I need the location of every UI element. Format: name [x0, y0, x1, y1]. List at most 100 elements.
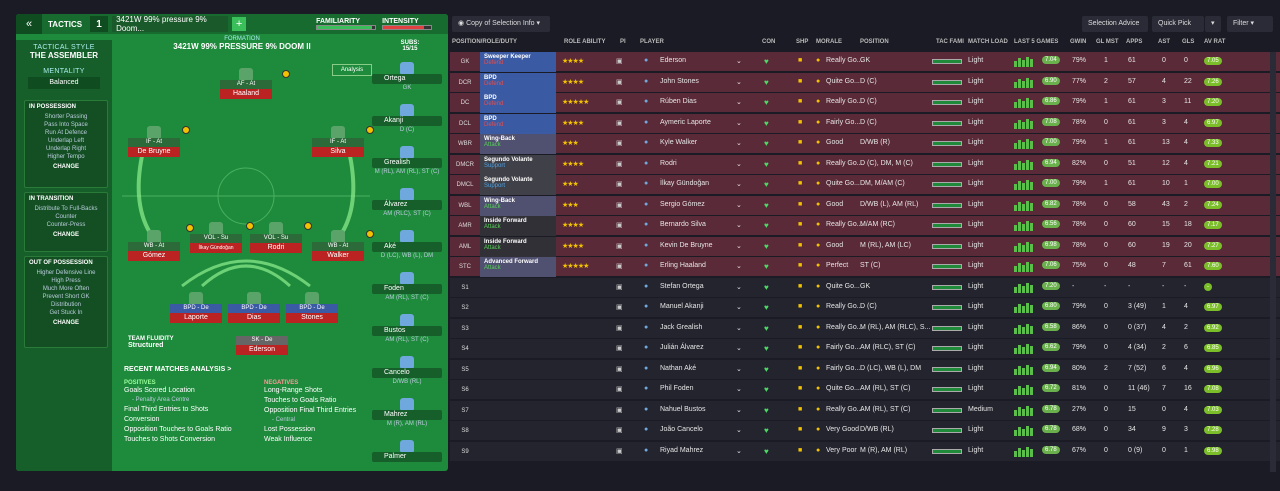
- chevron-down-icon[interactable]: ⌄: [736, 345, 742, 352]
- instruction-icon[interactable]: [366, 230, 374, 238]
- col-morale[interactable]: MORALE: [816, 39, 842, 45]
- instruction-icon[interactable]: [246, 222, 254, 230]
- chevron-down-icon[interactable]: ⌄: [736, 386, 742, 393]
- chevron-down-icon[interactable]: ⌄: [736, 242, 742, 250]
- pitch-player-gundogan[interactable]: VOL - Su İlkay Gündoğan: [190, 222, 242, 253]
- player-name[interactable]: Aymeric Laporte: [660, 118, 711, 126]
- change-button[interactable]: CHANGE: [52, 164, 79, 170]
- instruction-icon[interactable]: [366, 126, 374, 134]
- col-position-role[interactable]: POSITION/ROLE/DUTY: [452, 39, 518, 45]
- pitch-player-haaland[interactable]: AF - At Haaland: [220, 68, 272, 99]
- sub-player[interactable]: Bustos AM (RL), ST (C): [372, 314, 442, 343]
- player-name[interactable]: Ederson: [660, 57, 687, 64]
- player-name[interactable]: Jack Grealish: [660, 323, 703, 331]
- back-button[interactable]: «: [16, 14, 42, 34]
- pitch-player-debruyne[interactable]: IF - At De Bruyne: [128, 126, 180, 157]
- player-name[interactable]: Manuel Akanji: [660, 303, 704, 310]
- player-name[interactable]: Riyad Mahrez: [660, 446, 704, 454]
- role-select[interactable]: Segundo Volante Support: [480, 175, 556, 195]
- sub-player[interactable]: Álvarez AM (RLC), ST (C): [372, 188, 442, 217]
- chevron-down-icon[interactable]: ⌄: [736, 427, 742, 434]
- pi-icon[interactable]: ▣: [616, 447, 623, 455]
- pi-icon[interactable]: ▣: [616, 201, 623, 209]
- table-row[interactable]: S6 ▣ ● Phil Foden ⌄ ♥ ■ ● Quite Go... AM (RL), ST…: [450, 380, 1280, 400]
- quick-pick-menu[interactable]: ▾: [1205, 16, 1221, 32]
- role-select[interactable]: BPD Defend: [480, 113, 556, 134]
- table-row[interactable]: DCL BPD Defend ★★★★ ▣ ● Aymeric Laporte ⌄ ♥ ■ ● Fai…: [450, 113, 1280, 134]
- pi-icon[interactable]: ▣: [616, 160, 623, 168]
- player-name[interactable]: Nahuel Bustos: [660, 405, 706, 413]
- pi-icon[interactable]: ▣: [616, 263, 623, 270]
- table-row[interactable]: DCR BPD Defend ★★★★ ▣ ● John Stones ⌄ ♥ ■ ● Quite G…: [450, 72, 1280, 93]
- selection-advice-button[interactable]: Selection Advice: [1082, 16, 1148, 32]
- sub-player[interactable]: Grealish M (RL), AM (RL), ST (C): [372, 146, 442, 175]
- change-button[interactable]: CHANGE: [52, 320, 79, 326]
- table-scrollbar[interactable]: [1270, 52, 1276, 472]
- chevron-down-icon[interactable]: ⌄: [736, 447, 742, 455]
- sub-player[interactable]: Mahrez M (R), AM (RL): [372, 398, 442, 427]
- pi-icon[interactable]: ▣: [616, 140, 623, 147]
- tactic-slot[interactable]: 1: [90, 16, 109, 32]
- player-name[interactable]: Stefan Ortega: [660, 282, 704, 290]
- chevron-down-icon[interactable]: ⌄: [736, 263, 742, 270]
- role-select[interactable]: Advanced Forward Attack: [480, 257, 556, 277]
- pitch-player-dias[interactable]: BPD - De Dias: [228, 292, 280, 323]
- player-name[interactable]: Kevin De Bruyne: [660, 241, 713, 249]
- col-av-rat[interactable]: AV RAT: [1204, 39, 1226, 45]
- col-player[interactable]: PLAYER: [640, 39, 664, 45]
- role-select[interactable]: Inside Forward Attack: [480, 236, 556, 257]
- pi-icon[interactable]: ▣: [616, 324, 623, 332]
- table-row[interactable]: AMR Inside Forward Attack ★★★★ ▣ ● Bernardo Si…: [450, 216, 1280, 236]
- player-name[interactable]: Kyle Walker: [660, 139, 698, 146]
- col-ast[interactable]: AST: [1158, 39, 1170, 45]
- sub-player[interactable]: Cancelo D/WB (RL): [372, 356, 442, 385]
- col-glmst[interactable]: GL MST: [1096, 39, 1119, 45]
- role-select[interactable]: Wing-Back Attack: [480, 134, 556, 154]
- player-name[interactable]: Sergio Gómez: [660, 200, 705, 208]
- player-name[interactable]: John Stones: [660, 77, 699, 85]
- chevron-down-icon[interactable]: ⌄: [736, 58, 742, 65]
- change-button[interactable]: CHANGE: [52, 232, 79, 238]
- pi-icon[interactable]: ▣: [616, 58, 623, 65]
- pi-icon[interactable]: ▣: [616, 365, 623, 373]
- pi-icon[interactable]: ▣: [616, 304, 623, 311]
- role-select[interactable]: Segundo Volante Support: [480, 154, 556, 175]
- col-gwin[interactable]: GWIN: [1070, 39, 1087, 45]
- role-select[interactable]: BPD Defend: [480, 93, 556, 113]
- table-row[interactable]: DC BPD Defend ★★★★★ ▣ ● Rúben Dias ⌄ ♥ ■ ● Really G…: [450, 93, 1280, 113]
- col-position[interactable]: POSITION: [860, 39, 889, 45]
- chevron-down-icon[interactable]: ⌄: [736, 181, 742, 188]
- role-select[interactable]: Sweeper Keeper Defend: [480, 52, 556, 72]
- pi-icon[interactable]: ▣: [616, 99, 623, 106]
- recent-analysis-title[interactable]: RECENT MATCHES ANALYSIS >: [124, 366, 232, 373]
- player-name[interactable]: Erling Haaland: [660, 262, 706, 269]
- player-name[interactable]: João Cancelo: [660, 426, 703, 433]
- role-select[interactable]: Wing-Back Attack: [480, 195, 556, 216]
- col-pi[interactable]: PI: [620, 39, 626, 45]
- col-apps[interactable]: APPS: [1126, 39, 1143, 45]
- player-name[interactable]: İlkay Gündoğan: [660, 180, 710, 187]
- chevron-down-icon[interactable]: ⌄: [736, 406, 742, 414]
- filter-button[interactable]: Filter ▾: [1227, 16, 1273, 32]
- col-tac-fami[interactable]: TAC FAMI: [936, 39, 964, 45]
- table-row[interactable]: S4 ▣ ● Julián Álvarez ⌄ ♥ ■ ● Fairly Go... AM (RL…: [450, 339, 1280, 359]
- chevron-down-icon[interactable]: ⌄: [736, 140, 742, 147]
- role-select[interactable]: Inside Forward Attack: [480, 216, 556, 236]
- player-name[interactable]: Julián Álvarez: [660, 344, 704, 351]
- player-name[interactable]: Bernardo Silva: [660, 221, 706, 228]
- chevron-down-icon[interactable]: ⌄: [736, 201, 742, 209]
- pitch-player-silva[interactable]: IF - At Silva: [312, 126, 364, 157]
- chevron-down-icon[interactable]: ⌄: [736, 365, 742, 373]
- table-row[interactable]: S9 ▣ ● Riyad Mahrez ⌄ ♥ ■ ● Very Poor M (R), AM (…: [450, 441, 1280, 462]
- sub-player[interactable]: Akanji D (C): [372, 104, 442, 133]
- instruction-icon[interactable]: [186, 224, 194, 232]
- table-row[interactable]: S3 ▣ ● Jack Grealish ⌄ ♥ ■ ● Really Go... M (RL),…: [450, 318, 1280, 339]
- add-tactic-button[interactable]: +: [232, 17, 247, 31]
- chevron-down-icon[interactable]: ⌄: [736, 119, 742, 127]
- table-row[interactable]: S2 ▣ ● Manuel Akanji ⌄ ♥ ■ ● Really Go... D (C) Li…: [450, 298, 1280, 318]
- mentality-select[interactable]: Balanced: [28, 77, 100, 89]
- table-row[interactable]: WBL Wing-Back Attack ★★★ ▣ ● Sergio Gómez ⌄ ♥ ■ ● G…: [450, 195, 1280, 216]
- table-row[interactable]: S7 ▣ ● Nahuel Bustos ⌄ ♥ ■ ● Really Go... AM (RL)…: [450, 400, 1280, 421]
- pi-icon[interactable]: ▣: [616, 283, 623, 291]
- table-row[interactable]: S5 ▣ ● Nathan Aké ⌄ ♥ ■ ● Fairly Go... D (LC), WB…: [450, 359, 1280, 380]
